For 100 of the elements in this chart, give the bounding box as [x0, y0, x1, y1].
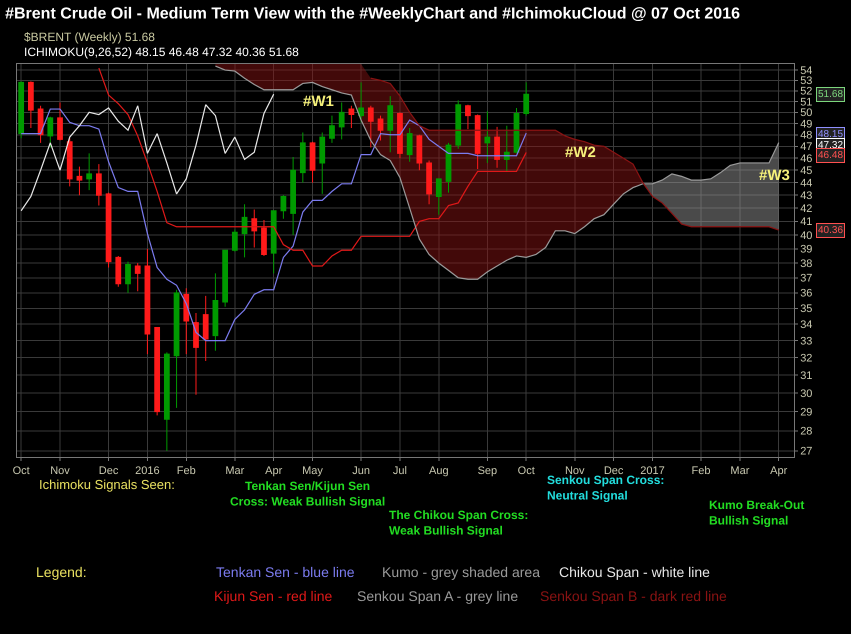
text: Senkou Span A - grey line: [357, 588, 518, 604]
chart-title: #Brent Crude Oil - Medium Term View with the #WeeklyChart and #IchimokuCloud @ 07 Oct 2016: [5, 6, 740, 23]
y-tick-label: 36: [800, 288, 812, 300]
y-tick-label: 40: [800, 230, 812, 242]
text: Ichimoku Signals Seen:: [39, 477, 175, 492]
candlestick: [115, 255, 122, 288]
y-tick-label: 35: [800, 303, 812, 316]
candlestick: [251, 208, 258, 248]
y-tick-label: 32: [800, 352, 812, 364]
line-series: [20, 108, 527, 342]
candlestick: [164, 352, 170, 452]
candlestick: [504, 125, 510, 172]
text: 48.15: [818, 129, 844, 140]
candlestick: [358, 82, 364, 123]
x-tick-label: Aug: [429, 465, 449, 478]
candlestick: [222, 250, 228, 308]
candlestick: [455, 100, 462, 150]
candlestick: [144, 248, 150, 355]
candlestick: [183, 288, 190, 355]
x-tick-label: Dec: [98, 465, 119, 478]
candlestick: [125, 261, 131, 294]
y-tick-label: 27: [800, 446, 812, 458]
text: 51.68: [818, 89, 844, 100]
text: Senkou Span B - dark red line: [540, 588, 727, 604]
candlestick: [406, 127, 413, 162]
x-tick-label: Jun: [352, 465, 370, 478]
x-tick-label: Mar: [730, 465, 750, 478]
candlestick: [465, 104, 471, 130]
candlestick: [514, 107, 520, 154]
candlestick: [76, 166, 82, 196]
y-tick-label: 45: [800, 165, 812, 178]
y-tick-label: 44: [800, 177, 812, 190]
y-tick-label: 49: [800, 118, 812, 130]
y-tick-label: 50: [800, 107, 812, 120]
candlestick: [446, 142, 452, 194]
candlestick: [300, 132, 306, 184]
y-tick-label: 34: [800, 319, 812, 332]
y-tick-label: 38: [800, 258, 812, 270]
x-tick-label: Nov: [50, 465, 70, 478]
text: 46.48: [818, 150, 844, 161]
candlestick: [523, 82, 530, 116]
candlestick: [280, 194, 286, 220]
y-tick-label: 54: [800, 64, 812, 77]
candlestick: [290, 156, 296, 236]
line-series: [98, 67, 527, 267]
candlestick: [174, 289, 180, 408]
candlestick: [426, 160, 432, 205]
y-tick-label: 39: [800, 244, 812, 256]
y-tick-label: 51: [800, 96, 812, 108]
x-tick-label: Oct: [518, 465, 535, 478]
candlestick: [348, 105, 354, 128]
x-tick-label: Feb: [692, 465, 711, 478]
candlestick: [202, 295, 209, 362]
candlestick: [474, 114, 481, 170]
candlestick: [378, 115, 384, 142]
y-tick-label: 41: [800, 216, 812, 228]
candlestick: [270, 210, 277, 274]
y-tick-label: 30: [800, 388, 812, 400]
candlestick: [436, 178, 442, 216]
x-tick-label: Apr: [265, 465, 283, 478]
text: 40.36: [818, 225, 844, 236]
candlestick: [242, 204, 248, 258]
candlestick: [416, 134, 422, 171]
text: Tenkan Sen - blue line: [216, 564, 355, 580]
y-tick-label: 42: [800, 202, 812, 215]
y-tick-label: 31: [800, 370, 812, 382]
candlestick: [484, 110, 490, 164]
y-tick-label: 52: [800, 86, 812, 98]
candlestick: [86, 152, 92, 191]
line-series: [20, 94, 274, 212]
candlestick: [329, 115, 335, 144]
x-tick-label: Feb: [176, 465, 196, 478]
candlestick: [310, 141, 316, 184]
candlestick: [18, 80, 24, 139]
text: Chikou Span - white line: [559, 564, 710, 580]
y-tick-label: 29: [800, 406, 812, 418]
y-tick-label: 53: [800, 75, 812, 88]
text: Legend:: [36, 564, 87, 580]
candlestick: [28, 80, 34, 128]
y-tick-label: 28: [800, 426, 812, 438]
y-tick-label: 48: [800, 130, 812, 142]
y-tick-label: 43: [800, 190, 812, 202]
candlestick: [96, 164, 102, 206]
text: ICHIMOKU(9,26,52) 48.15 46.48 47.32 40.36 51.68: [24, 45, 300, 59]
x-tick-label: Mar: [225, 465, 245, 478]
annotation: #W3: [759, 167, 790, 184]
candlestick: [66, 138, 73, 187]
annotation: #W1: [303, 93, 334, 110]
y-tick-label: 37: [800, 272, 812, 285]
x-tick-label: Jul: [392, 465, 407, 478]
x-tick-label: May: [302, 465, 324, 478]
text: The Chikou Span Cross: Weak Bullish Signal: [389, 508, 528, 538]
candlestick: [232, 228, 238, 252]
candlestick: [47, 116, 54, 148]
text: $BRENT (Weekly) 51.68: [24, 30, 156, 44]
candlestick: [261, 220, 267, 256]
x-tick-label: Oct: [12, 465, 30, 478]
x-tick-label: Apr: [770, 465, 788, 478]
candlestick: [338, 102, 345, 140]
y-tick-label: 33: [800, 335, 812, 348]
